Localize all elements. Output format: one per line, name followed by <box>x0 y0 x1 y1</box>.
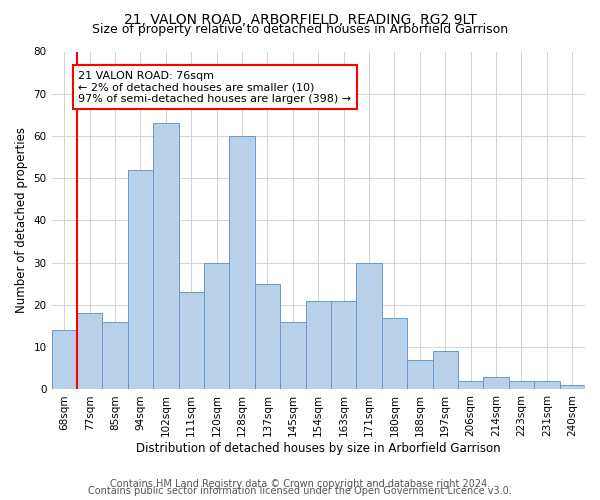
Bar <box>458 381 484 390</box>
Bar <box>331 300 356 390</box>
Bar <box>407 360 433 390</box>
Text: Contains HM Land Registry data © Crown copyright and database right 2024.: Contains HM Land Registry data © Crown c… <box>110 479 490 489</box>
Bar <box>560 385 585 390</box>
Bar <box>153 124 179 390</box>
Bar <box>484 377 509 390</box>
Text: Size of property relative to detached houses in Arborfield Garrison: Size of property relative to detached ho… <box>92 22 508 36</box>
Bar <box>204 262 229 390</box>
Bar <box>255 284 280 390</box>
Text: 21 VALON ROAD: 76sqm
← 2% of detached houses are smaller (10)
97% of semi-detach: 21 VALON ROAD: 76sqm ← 2% of detached ho… <box>78 70 352 104</box>
Bar <box>77 314 103 390</box>
Bar <box>433 352 458 390</box>
Bar <box>280 322 305 390</box>
X-axis label: Distribution of detached houses by size in Arborfield Garrison: Distribution of detached houses by size … <box>136 442 500 455</box>
Bar <box>356 262 382 390</box>
Bar <box>103 322 128 390</box>
Text: Contains public sector information licensed under the Open Government Licence v3: Contains public sector information licen… <box>88 486 512 496</box>
Bar <box>128 170 153 390</box>
Bar <box>509 381 534 390</box>
Bar <box>305 300 331 390</box>
Bar <box>179 292 204 390</box>
Bar <box>534 381 560 390</box>
Bar <box>382 318 407 390</box>
Text: 21, VALON ROAD, ARBORFIELD, READING, RG2 9LT: 21, VALON ROAD, ARBORFIELD, READING, RG2… <box>124 12 476 26</box>
Y-axis label: Number of detached properties: Number of detached properties <box>15 128 28 314</box>
Bar <box>229 136 255 390</box>
Bar <box>52 330 77 390</box>
